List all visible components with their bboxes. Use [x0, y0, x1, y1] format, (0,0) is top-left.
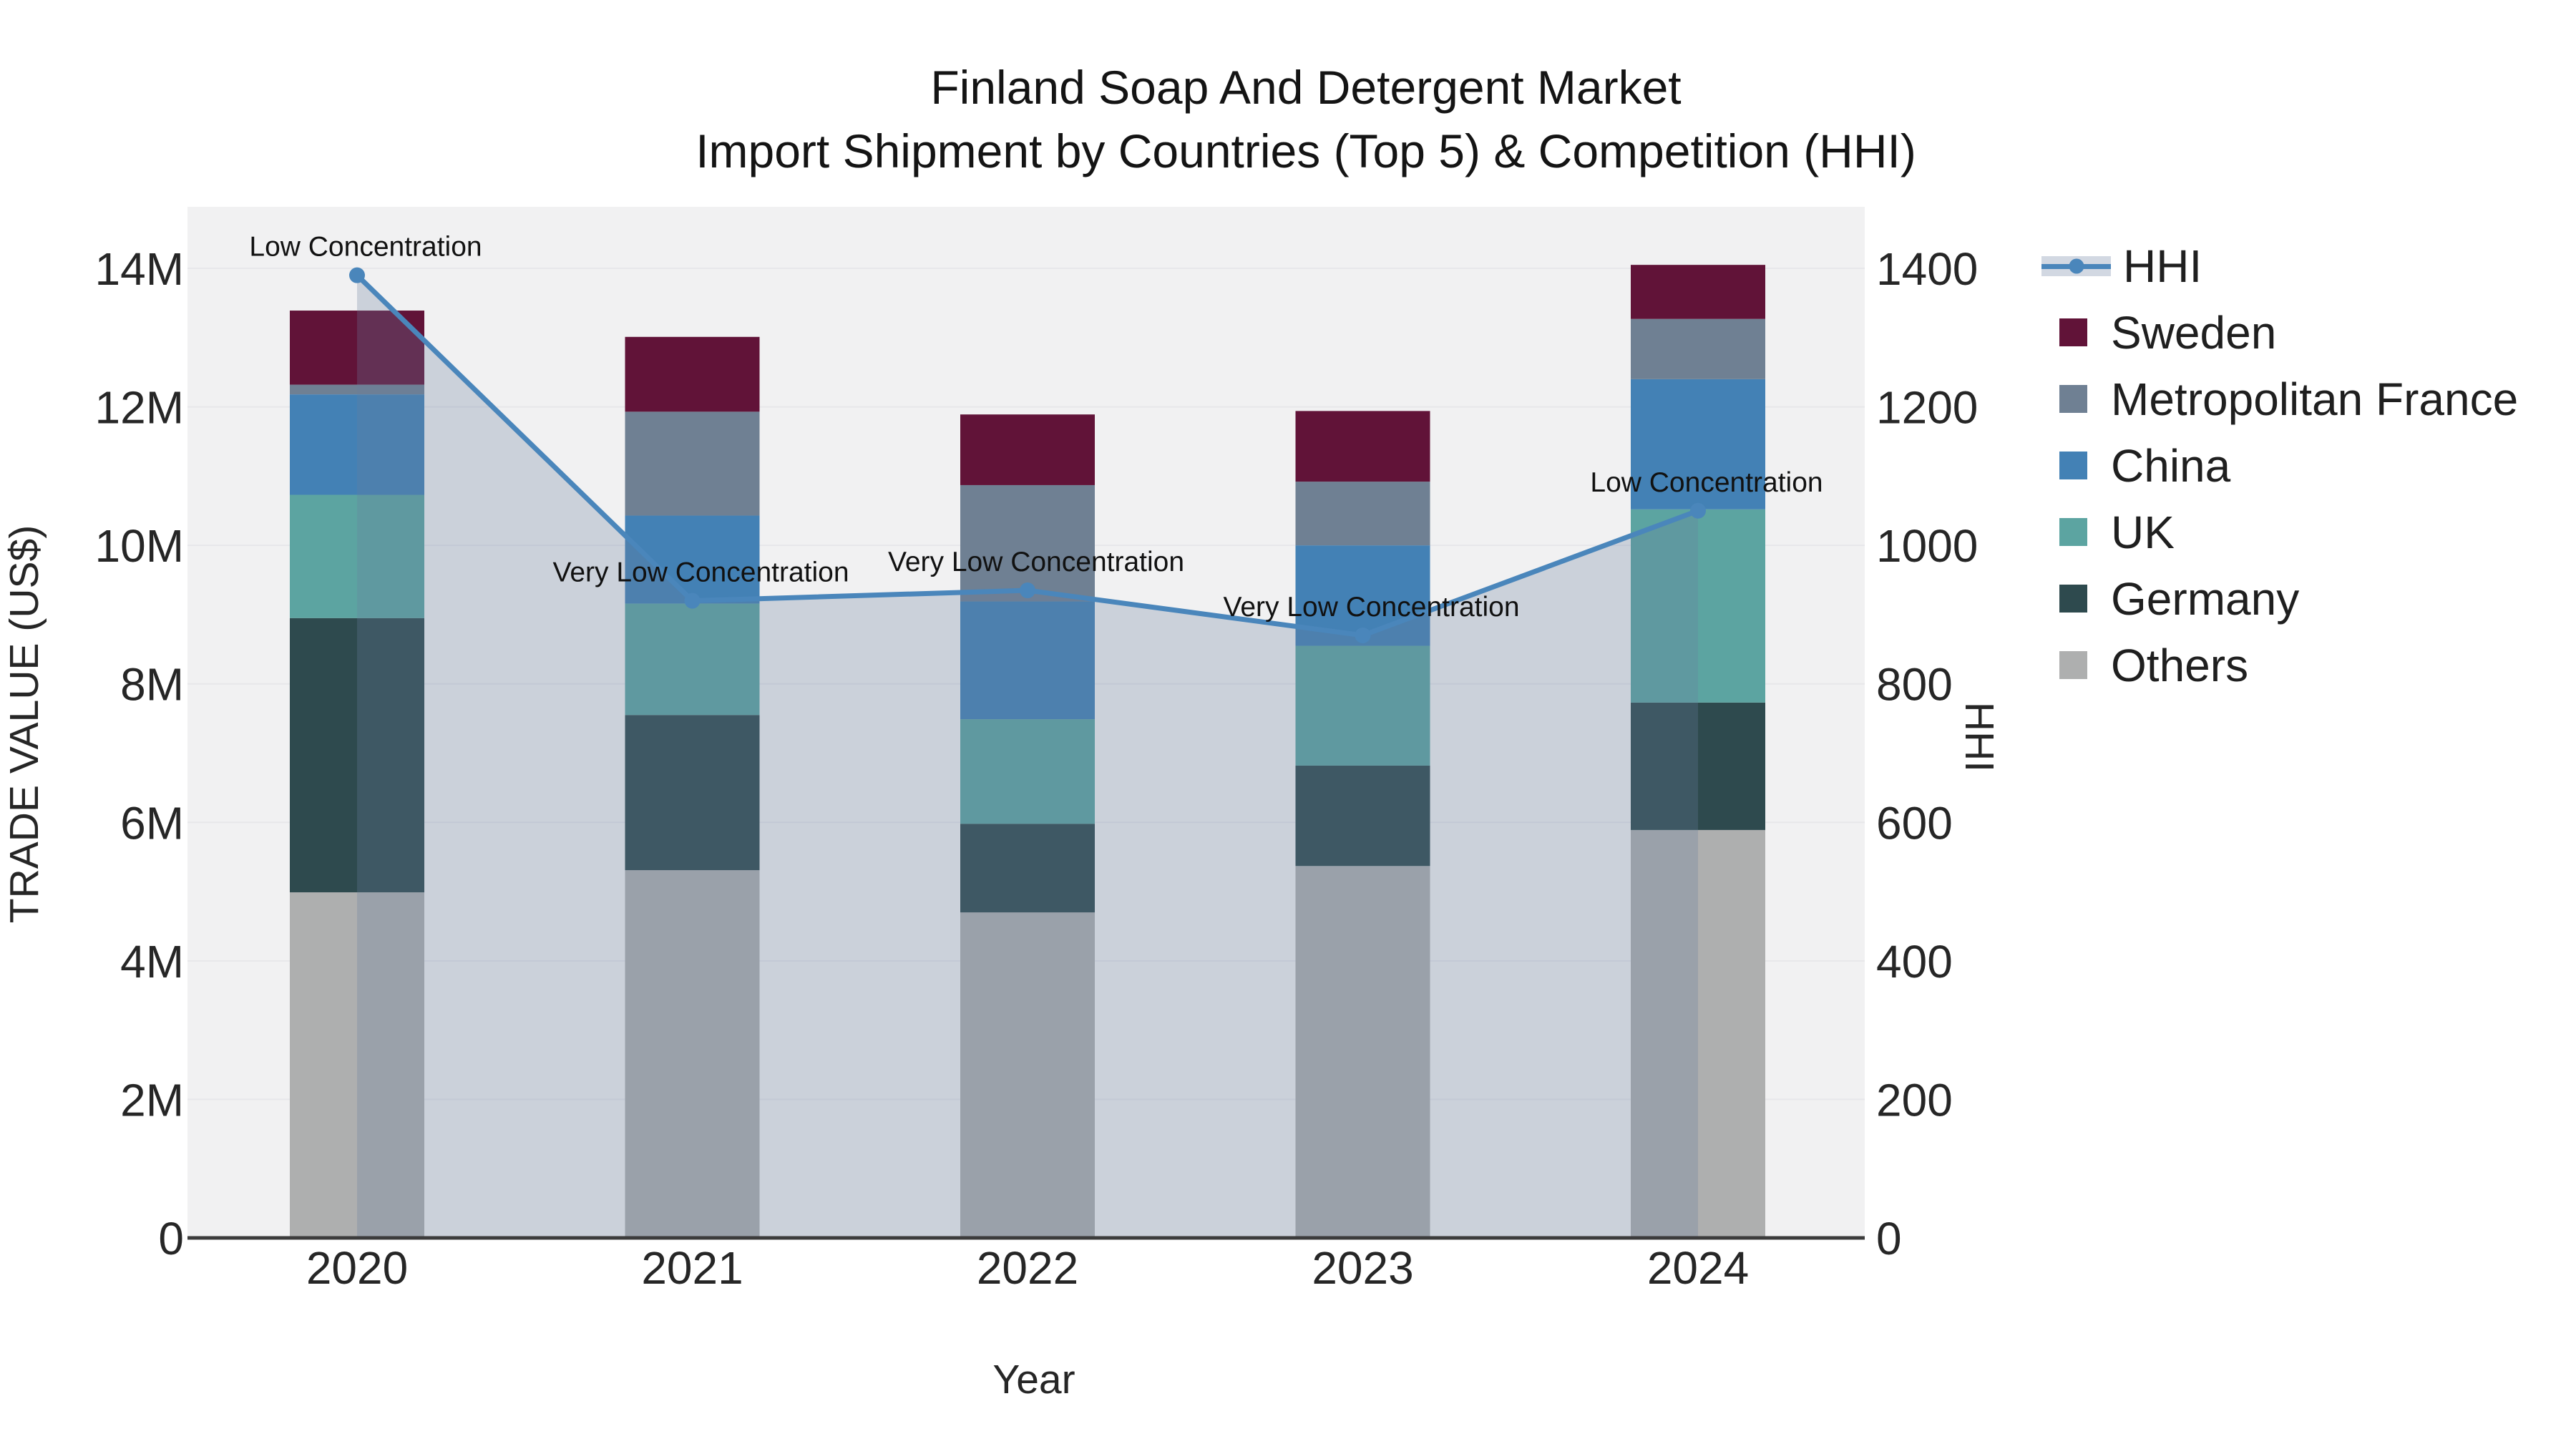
y-right-tick: 0	[1876, 1213, 1902, 1264]
bar-segment-sweden-2021[interactable]	[625, 336, 760, 412]
bar-segment-uk-2023[interactable]	[1295, 645, 1430, 766]
legend-label: Sweden	[2111, 306, 2277, 358]
hhi-annotation-2021: Very Low Concentration	[552, 557, 849, 588]
legend-item-germany[interactable]: Germany	[2041, 565, 2518, 632]
legend-swatch-sweden	[2059, 318, 2087, 346]
legend: HHI Sweden Metropolitan France China UK Germa…	[2041, 233, 2518, 698]
hhi-marker-2023[interactable]	[1355, 627, 1371, 643]
y-left-tick: 12M	[95, 382, 185, 434]
legend-item-others[interactable]: Others	[2041, 632, 2518, 698]
bar-segment-metropolitan-france-2024[interactable]	[1631, 318, 1765, 379]
legend-item-hhi[interactable]: HHI	[2041, 233, 2518, 299]
y-right-axis-title: HHI	[1956, 701, 2002, 773]
bar-segment-china-2022[interactable]	[960, 601, 1095, 720]
legend-item-metropolitan-france[interactable]: Metropolitan France	[2041, 366, 2518, 432]
bar-segment-metropolitan-france-2021[interactable]	[625, 411, 760, 516]
y-left-tick: 0	[158, 1213, 184, 1264]
legend-swatch-uk	[2059, 518, 2087, 546]
x-tick-2022: 2022	[977, 1242, 1078, 1294]
hhi-marker-swatch	[2069, 258, 2084, 273]
legend-swatch-metropolitan-france	[2059, 385, 2087, 413]
bar-segment-others-2021[interactable]	[625, 870, 760, 1238]
chart-title: Finland Soap And Detergent Market Import…	[696, 56, 1916, 183]
x-tick-2024: 2024	[1647, 1242, 1749, 1294]
bar-segment-sweden-2022[interactable]	[960, 414, 1095, 485]
bar-segment-others-2024[interactable]	[1631, 829, 1765, 1238]
bar-segment-germany-2020[interactable]	[290, 618, 424, 893]
y-left-tick: 6M	[120, 797, 184, 849]
chart-title-line1: Finland Soap And Detergent Market	[930, 61, 1682, 114]
hhi-marker-2021[interactable]	[684, 592, 701, 609]
bar-segment-uk-2021[interactable]	[625, 603, 760, 716]
y-right-tick: 600	[1876, 797, 1953, 849]
y-right-tick: 400	[1876, 936, 1953, 987]
bar-segment-uk-2022[interactable]	[960, 719, 1095, 824]
x-axis-title: Year	[992, 1357, 1075, 1402]
hhi-area	[357, 275, 1698, 1238]
y-left-tick: 10M	[95, 520, 185, 572]
bar-segment-germany-2023[interactable]	[1295, 765, 1430, 867]
legend-label: HHI	[2123, 240, 2202, 292]
y-right-tick: 1400	[1876, 243, 1978, 295]
legend-label: Others	[2111, 639, 2249, 691]
hhi-annotation-2023: Very Low Concentration	[1223, 592, 1519, 623]
bar-segment-germany-2022[interactable]	[960, 824, 1095, 913]
bar-segment-germany-2021[interactable]	[625, 715, 760, 871]
x-tick-2023: 2023	[1312, 1242, 1413, 1294]
bar-segment-uk-2020[interactable]	[290, 494, 424, 618]
y-left-tick: 8M	[120, 659, 184, 711]
hhi-annotation-2024: Low Concentration	[1590, 467, 1823, 498]
legend-item-sweden[interactable]: Sweden	[2041, 299, 2518, 366]
y-right-tick: 1200	[1876, 382, 1978, 434]
legend-label: UK	[2111, 506, 2175, 558]
bar-segment-metropolitan-france-2023[interactable]	[1295, 482, 1430, 546]
chart-title-line2: Import Shipment by Countries (Top 5) & C…	[696, 125, 1916, 177]
bar-segment-china-2020[interactable]	[290, 394, 424, 495]
legend-label: Germany	[2111, 572, 2300, 625]
hhi-annotation-2022: Very Low Concentration	[888, 547, 1184, 577]
bar-segment-china-2024[interactable]	[1631, 379, 1765, 509]
bar-segment-metropolitan-france-2020[interactable]	[290, 384, 424, 395]
legend-item-uk[interactable]: UK	[2041, 499, 2518, 565]
hhi-legend-symbol	[2041, 255, 2111, 277]
legend-swatch-china	[2059, 452, 2087, 479]
y-left-tick: 14M	[95, 243, 185, 295]
y-right-tick: 200	[1876, 1074, 1953, 1126]
x-tick-2021: 2021	[641, 1242, 743, 1294]
bar-segment-others-2022[interactable]	[960, 912, 1095, 1238]
y-right-tick: 800	[1876, 659, 1953, 711]
bar-segment-sweden-2024[interactable]	[1631, 265, 1765, 319]
hhi-marker-2024[interactable]	[1690, 502, 1706, 519]
hhi-marker-2020[interactable]	[349, 267, 365, 283]
bar-segment-sweden-2020[interactable]	[290, 311, 424, 385]
y-left-tick: 4M	[120, 936, 184, 987]
bar-segment-metropolitan-france-2022[interactable]	[960, 484, 1095, 602]
legend-label: China	[2111, 439, 2231, 492]
y-right-tick: 1000	[1876, 520, 1978, 572]
hhi-marker-2022[interactable]	[1020, 582, 1035, 599]
y-left-axis-title: TRADE VALUE (US$)	[1, 525, 47, 924]
bar-segment-others-2020[interactable]	[290, 892, 424, 1238]
x-tick-2020: 2020	[306, 1242, 408, 1294]
y-left-tick: 2M	[120, 1074, 184, 1126]
legend-label: Metropolitan France	[2111, 373, 2519, 425]
legend-item-china[interactable]: China	[2041, 432, 2518, 499]
bar-segment-others-2023[interactable]	[1295, 866, 1430, 1238]
bar-segment-uk-2024[interactable]	[1631, 509, 1765, 703]
legend-swatch-germany	[2059, 585, 2087, 613]
bar-segment-sweden-2023[interactable]	[1295, 411, 1430, 482]
bar-segment-germany-2024[interactable]	[1631, 702, 1765, 830]
legend-swatch-others	[2059, 651, 2087, 679]
hhi-annotation-2020: Low Concentration	[249, 232, 482, 263]
